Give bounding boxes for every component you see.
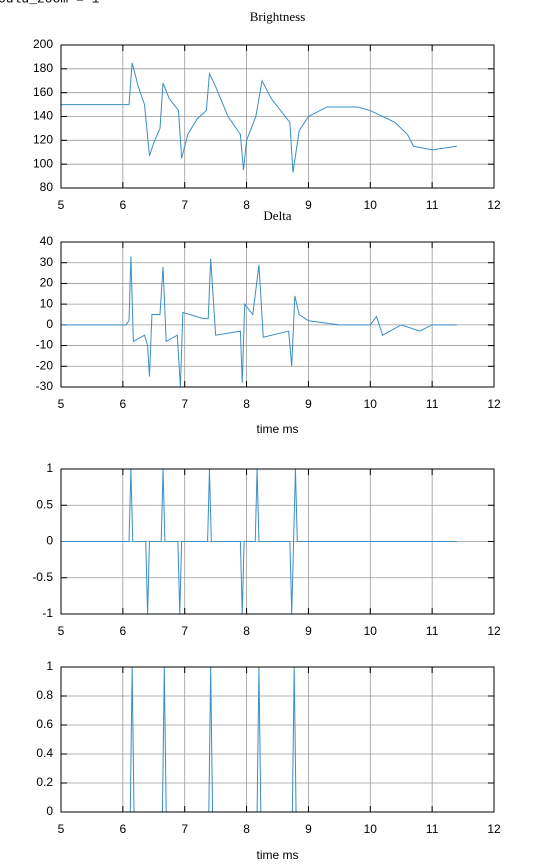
y-tick-label: 40: [40, 234, 54, 248]
y-tick-label: 1: [46, 659, 53, 673]
y-tick-label: -20: [36, 358, 54, 372]
y-tick-label: -1: [42, 606, 53, 620]
x-tick-label: 6: [120, 822, 127, 836]
x-tick-label: 6: [120, 397, 127, 411]
code-caption: ould_zoom = 1: [0, 0, 100, 6]
plot-frame: [60, 468, 495, 615]
y-tick-label: 0: [46, 317, 53, 331]
x-tick-label: 11: [426, 397, 439, 411]
y-tick-label: 120: [33, 133, 53, 147]
data-line: [61, 62, 457, 173]
x-tick-label: 7: [181, 624, 188, 638]
x-tick-label: 12: [487, 822, 501, 836]
x-tick-label: 6: [120, 198, 127, 212]
x-tick-label: 7: [181, 198, 188, 212]
y-tick-label: 30: [40, 255, 54, 269]
x-tick-label: 11: [426, 624, 439, 638]
y-tick-label: 80: [40, 180, 54, 194]
x-tick-label: 9: [305, 822, 312, 836]
plot-area: [61, 242, 494, 387]
x-tick-label: 9: [305, 624, 312, 638]
x-tick-label: 11: [426, 198, 439, 212]
plot-frame: [60, 666, 495, 813]
y-tick-label: 180: [33, 61, 53, 75]
x-tick-label: 12: [487, 397, 501, 411]
y-tick-label: -30: [36, 379, 54, 393]
x-tick-label: 9: [305, 397, 312, 411]
y-tick-label: 0: [46, 804, 53, 818]
y-tick-label: -10: [36, 338, 54, 352]
x-tick-label: 8: [243, 397, 250, 411]
y-tick-label: 100: [33, 156, 53, 170]
x-tick-label: 10: [364, 198, 378, 212]
y-tick-label: 0.2: [36, 775, 53, 789]
x-tick-label: 7: [181, 397, 188, 411]
y-tick-label: 140: [33, 109, 53, 123]
plot-area: [61, 667, 494, 812]
y-tick-label: 0.4: [36, 746, 53, 760]
x-tick-label: 10: [364, 624, 378, 638]
x-tick-label: 12: [487, 198, 501, 212]
data-line: [61, 468, 457, 615]
plot-frame: [60, 241, 495, 388]
y-tick-label: 0.5: [36, 497, 53, 511]
x-axis-label: time ms: [257, 422, 299, 436]
x-tick-label: 8: [243, 198, 250, 212]
x-tick-label: 5: [58, 397, 65, 411]
x-tick-label: 8: [243, 822, 250, 836]
x-tick-label: 5: [58, 198, 65, 212]
plot-frame: [60, 44, 495, 189]
y-tick-label: 160: [33, 85, 53, 99]
x-tick-label: 8: [243, 624, 250, 638]
x-axis-label: time ms: [257, 848, 299, 862]
x-tick-label: 11: [426, 822, 439, 836]
y-tick-label: 10: [40, 296, 54, 310]
x-tick-label: 7: [181, 822, 188, 836]
x-tick-label: 10: [364, 822, 378, 836]
y-tick-label: 1: [46, 461, 53, 475]
x-tick-label: 6: [120, 624, 127, 638]
y-tick-label: 20: [40, 276, 54, 290]
x-tick-label: 5: [58, 822, 65, 836]
x-tick-label: 10: [364, 397, 378, 411]
data-line: [61, 256, 457, 388]
y-tick-label: 0: [46, 534, 53, 548]
y-tick-label: 0.6: [36, 717, 53, 731]
chart-title: Delta: [263, 208, 291, 223]
chart-title: Brightness: [250, 9, 306, 24]
y-tick-label: 200: [33, 37, 53, 51]
x-tick-label: 9: [305, 198, 312, 212]
x-tick-label: 12: [487, 624, 501, 638]
x-tick-label: 5: [58, 624, 65, 638]
y-tick-label: 0.8: [36, 688, 53, 702]
y-tick-label: -0.5: [32, 570, 53, 584]
